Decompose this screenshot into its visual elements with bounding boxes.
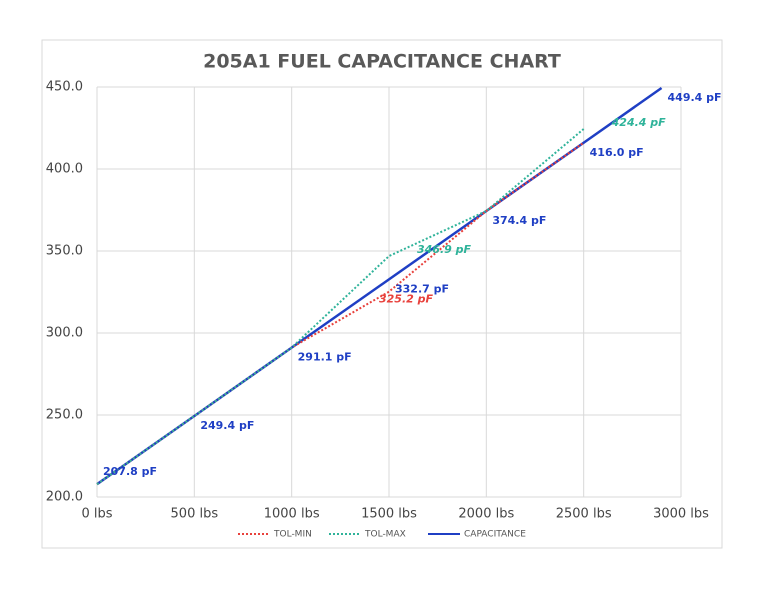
legend-label: CAPACITANCE — [464, 530, 526, 540]
x-tick-label: 1000 lbs — [264, 507, 320, 522]
legend-label: TOL-MIN — [273, 530, 312, 540]
data-label: 249.4 pF — [200, 419, 254, 432]
data-label: 424.4 pF — [611, 116, 666, 129]
y-tick-label: 450.0 — [46, 80, 83, 95]
data-label: 346.9 pF — [417, 243, 471, 256]
data-label: 291.1 pF — [298, 351, 352, 364]
x-tick-label: 2000 lbs — [458, 507, 514, 522]
series-line — [96, 86, 663, 486]
series-line — [96, 141, 585, 486]
y-tick-label: 400.0 — [46, 162, 83, 177]
data-label: 332.7 pF — [395, 282, 449, 295]
legend-label: TOL-MAX — [364, 530, 406, 540]
data-label: 325.2 pF — [379, 293, 433, 306]
y-tick-label: 300.0 — [46, 326, 83, 341]
y-tick-label: 350.0 — [46, 244, 83, 259]
series-line — [96, 128, 585, 486]
x-tick-label: 3000 lbs — [653, 507, 709, 522]
data-label: 207.8 pF — [103, 465, 157, 478]
chart-title: 205A1 FUEL CAPACITANCE CHART — [203, 51, 561, 73]
data-label: 416.0 pF — [590, 146, 644, 159]
x-tick-label: 1500 lbs — [361, 507, 417, 522]
data-label: 449.4 pF — [668, 91, 722, 104]
x-tick-label: 500 lbs — [171, 507, 219, 522]
y-tick-label: 200.0 — [46, 490, 83, 505]
y-tick-label: 250.0 — [46, 408, 83, 423]
x-tick-label: 0 lbs — [81, 507, 112, 522]
x-tick-label: 2500 lbs — [556, 507, 612, 522]
data-label: 374.4 pF — [492, 214, 546, 227]
